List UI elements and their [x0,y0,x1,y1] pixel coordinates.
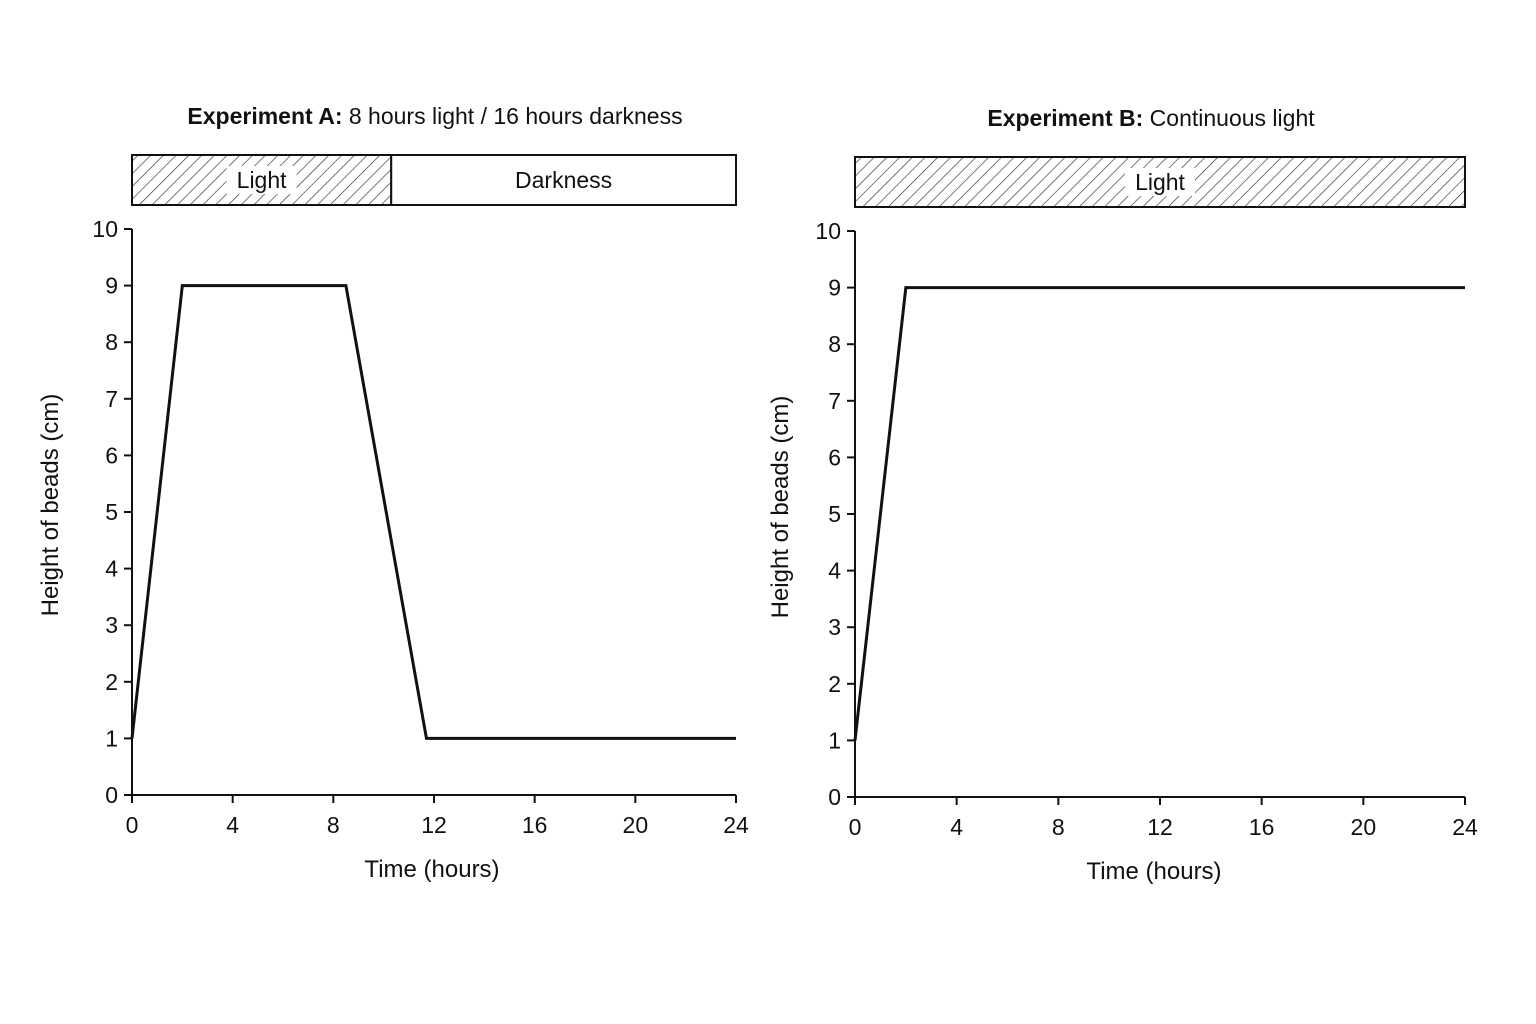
chart-panel-a: Experiment A: 8 hours light / 16 hours d… [37,103,749,883]
y-tick-label: 3 [105,612,118,638]
x-tick-label: 8 [327,812,340,838]
x-tick-label: 4 [950,814,963,840]
y-tick-label: 8 [105,329,118,355]
y-tick-label: 6 [105,442,118,468]
x-tick-label: 24 [723,812,749,838]
y-tick-label: 7 [828,388,841,414]
band-label-light: Light [1135,169,1185,195]
y-tick-label: 1 [828,727,841,753]
y-tick-label: 4 [105,556,118,582]
x-tick-label: 24 [1452,814,1478,840]
y-tick-label: 10 [92,216,118,242]
x-axis-label: Time (hours) [364,856,499,883]
x-tick-label: 4 [226,812,239,838]
x-tick-label: 16 [522,812,548,838]
band-label-light: Light [237,167,287,193]
band-label-background [226,166,297,194]
y-tick-label: 2 [828,671,841,697]
x-tick-label: 20 [1351,814,1377,840]
y-tick-label: 9 [105,273,118,299]
series-line [130,284,736,740]
x-tick-label: 0 [849,814,862,840]
series-line [853,286,1465,741]
band-label-darkness: Darkness [515,167,612,193]
x-tick-label: 12 [421,812,447,838]
y-tick-label: 8 [828,331,841,357]
y-tick-label: 10 [815,218,841,244]
y-tick-label: 5 [828,501,841,527]
chart-panel-b: Experiment B: Continuous lightLight01234… [767,105,1478,885]
y-axis-label: Height of beads (cm) [37,394,64,617]
chart-title-rest: Continuous light [1143,105,1315,131]
chart-title: Experiment B: Continuous light [987,105,1315,131]
y-tick-label: 6 [828,444,841,470]
y-tick-label: 4 [828,558,841,584]
x-tick-label: 8 [1052,814,1065,840]
y-tick-label: 9 [828,275,841,301]
y-tick-label: 1 [105,725,118,751]
y-tick-label: 5 [105,499,118,525]
x-tick-label: 20 [623,812,649,838]
chart-title-prefix: Experiment A: [187,103,342,129]
chart-title-rest: 8 hours light / 16 hours darkness [342,103,682,129]
band-darkness [390,154,737,206]
x-tick-label: 12 [1147,814,1173,840]
chart-title: Experiment A: 8 hours light / 16 hours d… [187,103,682,129]
y-tick-label: 2 [105,669,118,695]
x-tick-label: 16 [1249,814,1275,840]
y-axis-label: Height of beads (cm) [767,396,794,619]
x-axis-label: Time (hours) [1086,858,1221,885]
band-label-background [1125,168,1195,196]
y-tick-label: 3 [828,614,841,640]
y-tick-label: 7 [105,386,118,412]
y-tick-label: 0 [828,784,841,810]
y-tick-label: 0 [105,782,118,808]
chart-title-prefix: Experiment B: [987,105,1143,131]
x-tick-label: 0 [126,812,139,838]
